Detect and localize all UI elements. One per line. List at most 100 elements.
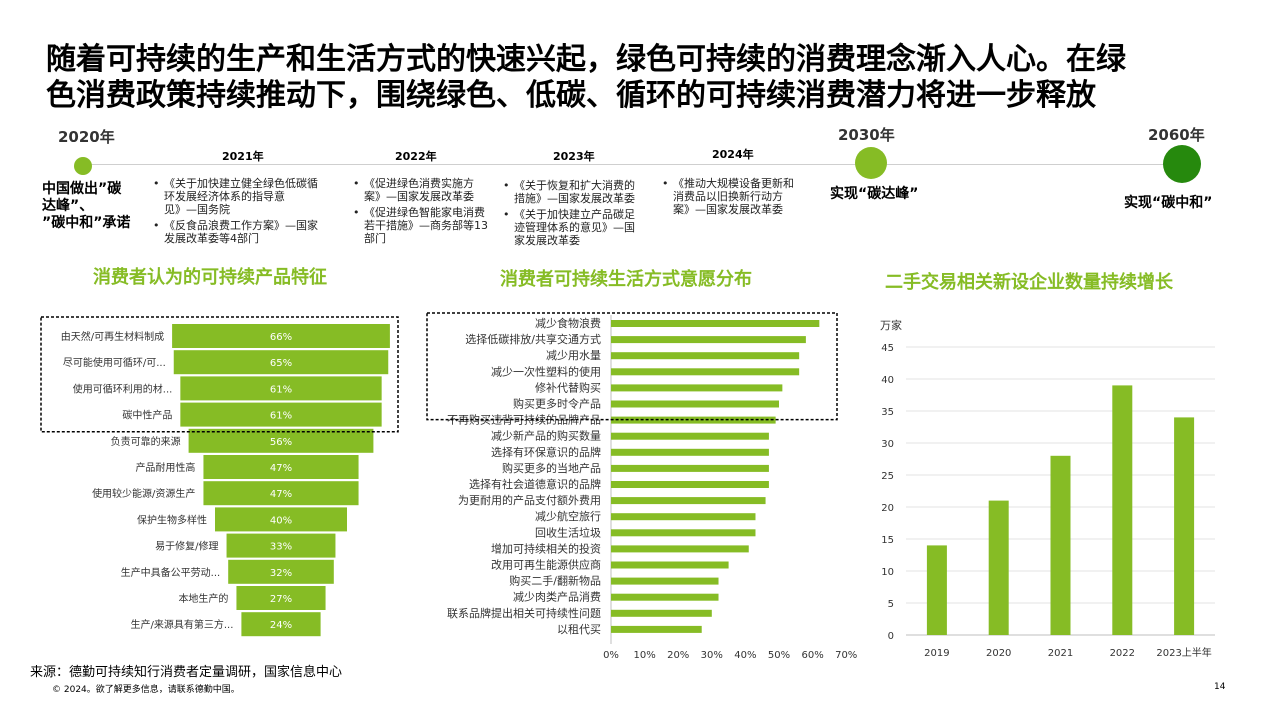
timeline-dot-2020 (74, 157, 92, 175)
timeline-dot-2030 (855, 147, 887, 179)
hbar-x-tick-label: 50% (768, 650, 790, 661)
hbar-bar (611, 609, 712, 617)
funnel-value-label: 32% (270, 568, 292, 579)
funnel-category-label: 本地生产的 (178, 592, 228, 605)
hbar-category-label: 减少航空旅行 (535, 509, 601, 523)
hbar-chart-title: 消费者可持续生活方式意愿分布 (500, 269, 752, 290)
funnel-category-label: 负责可靠的来源 (111, 435, 181, 448)
vbar-y-tick-label: 5 (888, 599, 894, 610)
page-title-line-1: 随着可持续的生产和生活方式的快速兴起，绿色可持续的消费理念渐入人心。在绿 (46, 42, 1126, 77)
vbar-y-tick-label: 25 (881, 471, 894, 482)
policy-line: 若干措施》—商务部等13 (364, 219, 488, 232)
hbar-bar (611, 497, 766, 505)
hbar-category-label: 以租代买 (557, 623, 601, 636)
hbar-x-tick-label: 40% (734, 650, 756, 661)
funnel-bar (215, 507, 347, 532)
policy-line: 《促进绿色智能家电消费 (364, 206, 485, 219)
hbar-category-label: 减少新产品的购买数量 (491, 429, 601, 443)
timeline-note-2020: 中国做出”碳 达峰”、 ”碳中和”承诺 (42, 181, 130, 232)
timeline-note-2060: 实现“碳中和” (1124, 195, 1213, 211)
funnel-value-label: 66% (270, 332, 292, 343)
funnel-highlight-box (40, 316, 399, 433)
hbar-x-tick-label: 70% (835, 650, 857, 661)
funnel-category-label: 保护生物多样性 (137, 513, 207, 526)
hbar-category-label: 减少用水量 (546, 349, 601, 362)
hbar-category-label: 选择有环保意识的品牌 (491, 445, 601, 459)
funnel-bar (236, 586, 326, 610)
funnel-category-label: 使用较少能源/资源生产 (92, 487, 195, 500)
vbar-y-tick-label: 20 (881, 503, 894, 514)
hbar-category-label: 为更耐用的产品支付额外费用 (458, 493, 601, 507)
policy-line: 家发展改革委 (514, 234, 580, 247)
funnel-bar (172, 324, 390, 348)
hbar-category-label: 购买二手/翻新物品 (509, 574, 601, 588)
funnel-value-label: 27% (270, 594, 292, 605)
hbar-category-label: 选择低碳排放/共享交通方式 (465, 332, 601, 346)
funnel-chart: 66% 由天然/可再生材料制成 65% 尽可能使用可循环/可... 61% 使用可循环利用… (40, 316, 399, 637)
funnel-bar (188, 428, 374, 453)
policy-list-2022: • 《促进绿色消费实施方 案》—国家发展改革委 • 《促进绿色智能家电消费 若干… (353, 177, 499, 248)
policy-line: 迹管理体系的意见》—国 (514, 221, 635, 234)
policy-item: • 《反食品浪费工作方案》—国家 发展改革委等4部门 (153, 219, 344, 245)
bullet: • (153, 219, 160, 232)
policy-line: 案》—国家发展改革委 (364, 190, 474, 203)
vbar-x-tick-label: 2022 (1110, 648, 1135, 659)
funnel-value-label: 47% (270, 463, 292, 474)
policy-line: 《关于加快建立产品碳足 (514, 208, 635, 221)
funnel-value-label: 61% (270, 411, 292, 422)
hbar-category-label: 改用可再生能源供应商 (491, 558, 601, 572)
hbar-bar (611, 464, 769, 472)
policy-item: • 《促进绿色智能家电消费 若干措施》—商务部等13 部门 (353, 206, 499, 245)
vbar-y-tick-label: 35 (881, 407, 894, 418)
funnel-bar (173, 350, 389, 375)
vbar-bar (988, 500, 1009, 635)
policy-list-2021: • 《关于加快建立健全绿色低碳循 环发展经济体系的指导意 见》—国务院 • 《反… (153, 177, 344, 248)
hbar-bar (611, 336, 806, 344)
hbar-category-label: 选择有社会道德意识的品牌 (469, 477, 601, 491)
bullet: • (503, 208, 510, 221)
policy-line: 案》—国家发展改革委 (673, 203, 783, 216)
vbar-x-tick-label: 2019 (924, 648, 949, 659)
hbar-bar (611, 593, 719, 601)
page-title: 随着可持续的生产和生活方式的快速兴起，绿色可持续的消费理念渐入人心。在绿 色消费… (46, 42, 1246, 114)
hbar-category-label: 减少肉类产品消费 (513, 590, 601, 604)
bullet: • (153, 177, 160, 190)
vbar-y-tick-label: 15 (881, 535, 894, 546)
funnel-value-label: 61% (270, 384, 292, 395)
hbar-category-label: 减少一次性塑料的使用 (491, 364, 601, 378)
policy-line: 发展改革委等4部门 (164, 232, 259, 245)
policy-item: • 《关于加快建立产品碳足 迹管理体系的意见》—国 家发展改革委 (503, 208, 654, 247)
funnel-category-label: 生产中具备公平劳动... (121, 566, 221, 579)
timeline-axis (82, 164, 1184, 165)
policy-line: 消费品以旧换新行动方 (673, 190, 783, 203)
hbar-bar (611, 577, 719, 585)
policy-list-2023: • 《关于恢复和扩大消费的 措施》—国家发展改革委 • 《关于加快建立产品碳足 … (503, 179, 654, 250)
funnel-bar (241, 612, 321, 637)
funnel-category-label: 尽可能使用可循环/可... (63, 356, 166, 369)
hbar-bar (611, 529, 756, 537)
hbar-bar (611, 400, 779, 408)
funnel-bar (180, 376, 382, 401)
policy-item: • 《关于加快建立健全绿色低碳循 环发展经济体系的指导意 见》—国务院 (153, 177, 344, 216)
vbar-y-axis-label: 万家 (880, 318, 902, 332)
funnel-category-label: 由天然/可再生材料制成 (61, 330, 164, 343)
timeline-year-2020: 2020年 (58, 128, 115, 146)
funnel-value-label: 33% (270, 542, 292, 553)
vbar-bar (1050, 455, 1071, 635)
timeline-year-2060: 2060年 (1148, 126, 1205, 144)
vbar-bar (1112, 385, 1133, 635)
timeline-year-2021: 2021年 (222, 150, 264, 163)
hbar-x-tick-label: 30% (701, 650, 723, 661)
hbar-bar (611, 545, 749, 553)
funnel-category-label: 产品耐用性高 (135, 461, 195, 474)
vbar-y-tick-label: 40 (881, 375, 894, 386)
funnel-bar (203, 481, 359, 506)
funnel-chart-title: 消费者认为的可持续产品特征 (93, 267, 327, 288)
hbar-category-label: 购买更多时令产品 (513, 397, 601, 411)
policy-line: 《关于恢复和扩大消费的 (514, 179, 635, 192)
hbar-chart: 减少食物浪费选择低碳排放/共享交通方式减少用水量减少一次性塑料的使用修补代替购买… (426, 312, 857, 661)
funnel-value-label: 56% (270, 437, 292, 448)
hbar-bar (611, 625, 702, 633)
vbar-y-tick-label: 10 (881, 567, 894, 578)
timeline-note-2030: 实现“碳达峰” (830, 186, 919, 202)
